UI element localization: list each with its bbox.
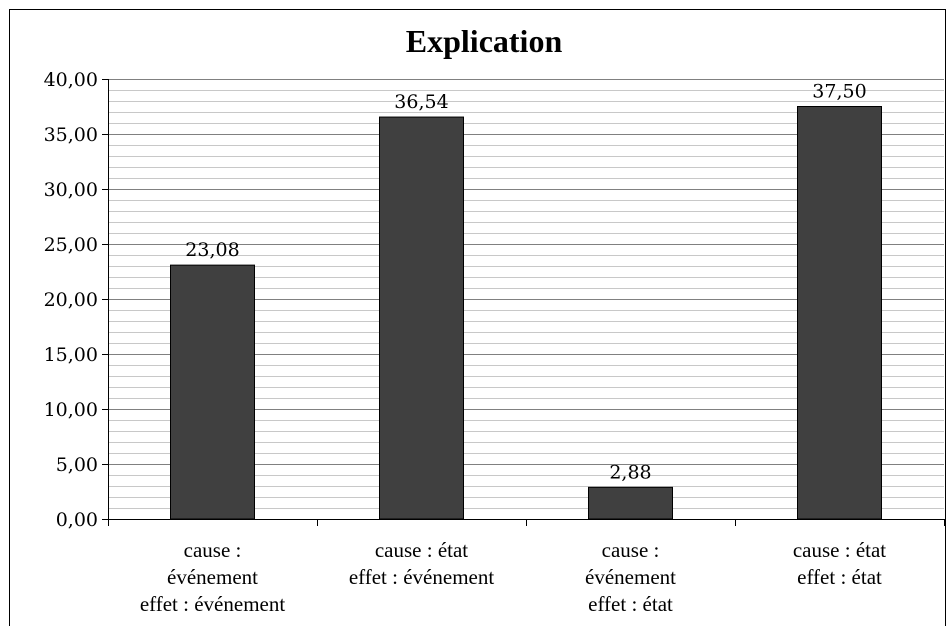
data-label-2: 36,54 bbox=[394, 91, 448, 113]
y-tick-label: 0,00 bbox=[56, 509, 98, 531]
chart-title: Explication bbox=[406, 23, 563, 59]
x-category-line: effet : état bbox=[588, 592, 673, 616]
y-tick-label: 40,00 bbox=[44, 69, 98, 91]
axes bbox=[102, 79, 945, 526]
y-tick-label: 15,00 bbox=[44, 344, 98, 366]
x-category-line: effet : état bbox=[797, 565, 882, 589]
bars bbox=[170, 106, 882, 520]
x-category-line: effet : événement bbox=[349, 565, 495, 589]
y-tick-label: 5,00 bbox=[56, 454, 98, 476]
bar-3 bbox=[588, 486, 673, 520]
y-tick-label: 35,00 bbox=[44, 124, 98, 146]
x-category-line: cause : bbox=[602, 538, 660, 562]
x-category-label-4: cause : état effet : état bbox=[793, 538, 886, 589]
x-category-line: effet : événement bbox=[140, 592, 286, 616]
y-tick-label: 20,00 bbox=[44, 289, 98, 311]
data-label-4: 37,50 bbox=[812, 81, 866, 103]
y-tick-label: 30,00 bbox=[44, 179, 98, 201]
x-category-line: cause : état bbox=[375, 538, 468, 562]
y-tick-labels: 0,00 5,00 10,00 15,00 20,00 25,00 30,00 35,00 40… bbox=[44, 69, 98, 531]
x-category-label-1: cause : événement effet : événement bbox=[140, 538, 286, 616]
x-category-label-3: cause : événement effet : état bbox=[585, 538, 676, 616]
x-category-line: cause : état bbox=[793, 538, 886, 562]
bar-1 bbox=[170, 264, 255, 520]
data-label-3: 2,88 bbox=[609, 461, 651, 483]
bar-2 bbox=[379, 116, 464, 520]
data-labels: 23,08 36,54 2,88 37,50 bbox=[185, 81, 866, 484]
x-category-line: cause : bbox=[184, 538, 242, 562]
y-tick-label: 10,00 bbox=[44, 399, 98, 421]
data-label-1: 23,08 bbox=[185, 239, 239, 261]
y-tick-label: 25,00 bbox=[44, 234, 98, 256]
x-category-label-2: cause : état effet : événement bbox=[349, 538, 495, 589]
x-category-line: événement bbox=[167, 565, 258, 589]
x-category-line: événement bbox=[585, 565, 676, 589]
bar-4 bbox=[797, 106, 882, 520]
